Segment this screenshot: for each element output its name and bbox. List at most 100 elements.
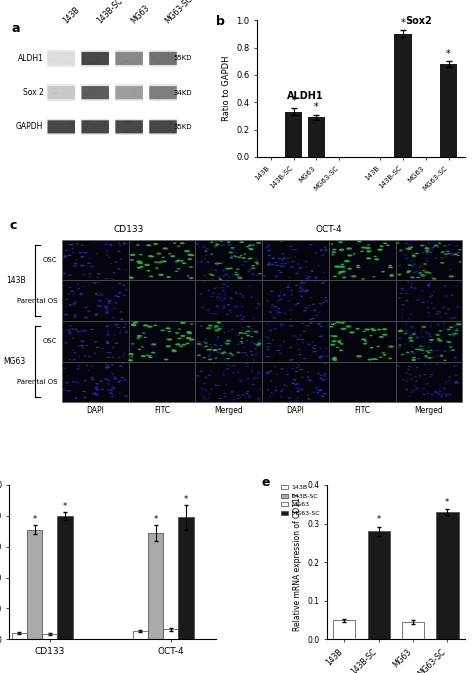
Ellipse shape (299, 283, 302, 284)
Ellipse shape (52, 60, 55, 62)
Ellipse shape (117, 381, 121, 383)
Ellipse shape (455, 381, 458, 382)
Ellipse shape (257, 242, 260, 243)
Ellipse shape (247, 378, 249, 379)
Ellipse shape (68, 330, 71, 331)
Ellipse shape (169, 91, 173, 93)
Ellipse shape (168, 125, 172, 127)
Ellipse shape (205, 390, 208, 391)
Ellipse shape (177, 268, 181, 269)
Ellipse shape (206, 399, 208, 400)
Ellipse shape (419, 345, 422, 347)
Ellipse shape (291, 368, 293, 369)
Ellipse shape (286, 287, 290, 288)
Ellipse shape (213, 363, 215, 364)
Ellipse shape (227, 241, 231, 243)
Ellipse shape (277, 295, 281, 297)
Bar (262, 361, 329, 402)
Ellipse shape (440, 262, 445, 264)
Ellipse shape (251, 273, 255, 275)
Ellipse shape (221, 287, 224, 288)
Ellipse shape (406, 272, 410, 273)
Ellipse shape (438, 242, 441, 244)
Ellipse shape (347, 268, 351, 269)
Text: OSC: OSC (43, 257, 57, 263)
Ellipse shape (67, 330, 71, 331)
Ellipse shape (223, 306, 225, 307)
Ellipse shape (437, 311, 439, 312)
Ellipse shape (242, 295, 244, 296)
Ellipse shape (95, 314, 99, 315)
Ellipse shape (349, 331, 355, 334)
Ellipse shape (64, 342, 68, 343)
Ellipse shape (401, 354, 404, 355)
Ellipse shape (377, 328, 382, 330)
Ellipse shape (246, 246, 250, 247)
Ellipse shape (438, 312, 441, 313)
Ellipse shape (319, 348, 322, 349)
Ellipse shape (77, 345, 80, 347)
Ellipse shape (178, 338, 182, 339)
Ellipse shape (87, 262, 91, 264)
Ellipse shape (418, 277, 421, 278)
Ellipse shape (175, 271, 178, 272)
Ellipse shape (411, 283, 413, 284)
Ellipse shape (419, 265, 422, 266)
Y-axis label: Relative mRNA expression of CD117: Relative mRNA expression of CD117 (293, 493, 302, 631)
Ellipse shape (366, 257, 371, 259)
Ellipse shape (331, 324, 335, 325)
Ellipse shape (210, 296, 213, 297)
Ellipse shape (79, 252, 82, 254)
Ellipse shape (143, 324, 148, 326)
Ellipse shape (324, 250, 328, 251)
Ellipse shape (201, 388, 204, 389)
Ellipse shape (323, 282, 326, 283)
Ellipse shape (338, 248, 344, 251)
Ellipse shape (369, 335, 373, 336)
Ellipse shape (411, 359, 416, 361)
Ellipse shape (300, 334, 301, 335)
Ellipse shape (259, 389, 261, 390)
Text: MG63: MG63 (129, 3, 151, 26)
Ellipse shape (453, 317, 456, 318)
Ellipse shape (122, 363, 124, 364)
Ellipse shape (83, 252, 87, 254)
Ellipse shape (279, 345, 282, 346)
Ellipse shape (119, 380, 121, 381)
Ellipse shape (128, 61, 132, 63)
Text: b: b (216, 15, 225, 28)
Ellipse shape (65, 314, 68, 316)
Ellipse shape (202, 346, 206, 347)
Ellipse shape (314, 281, 317, 283)
Ellipse shape (75, 263, 78, 264)
Ellipse shape (289, 347, 292, 348)
Ellipse shape (155, 267, 159, 269)
Ellipse shape (214, 345, 217, 346)
Ellipse shape (228, 331, 230, 332)
Ellipse shape (307, 395, 310, 396)
Bar (62, 321, 128, 361)
Ellipse shape (433, 246, 436, 247)
Ellipse shape (65, 382, 69, 384)
Ellipse shape (119, 312, 123, 313)
Ellipse shape (371, 358, 376, 360)
Ellipse shape (81, 245, 84, 246)
Ellipse shape (210, 313, 213, 314)
Ellipse shape (235, 252, 238, 254)
Ellipse shape (136, 128, 140, 130)
Ellipse shape (412, 277, 415, 279)
Ellipse shape (337, 340, 341, 342)
Ellipse shape (275, 264, 279, 267)
Ellipse shape (197, 355, 201, 356)
Ellipse shape (81, 256, 84, 257)
Ellipse shape (377, 248, 383, 251)
Bar (308, 117, 325, 157)
Ellipse shape (113, 376, 117, 378)
Ellipse shape (122, 285, 125, 286)
Ellipse shape (149, 54, 153, 56)
Ellipse shape (267, 343, 270, 344)
Ellipse shape (365, 247, 371, 249)
Ellipse shape (230, 256, 234, 257)
Ellipse shape (64, 256, 66, 258)
Ellipse shape (409, 396, 411, 397)
